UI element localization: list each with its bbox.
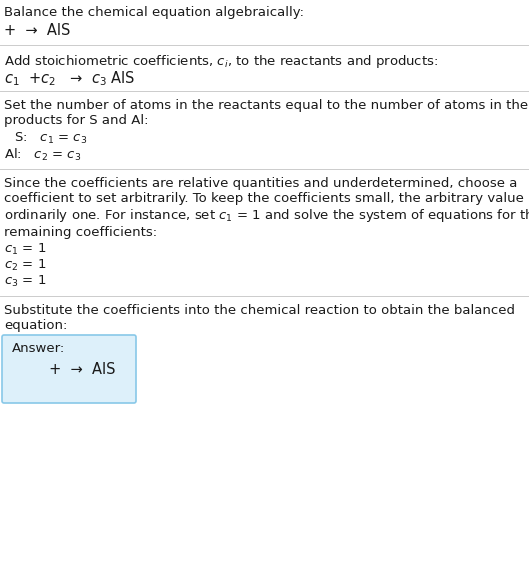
Text: $c_3$ = 1: $c_3$ = 1 <box>4 274 47 289</box>
Text: Al:   $c_2$ = $c_3$: Al: $c_2$ = $c_3$ <box>4 147 81 163</box>
FancyBboxPatch shape <box>2 335 136 403</box>
Text: Set the number of atoms in the reactants equal to the number of atoms in the
pro: Set the number of atoms in the reactants… <box>4 99 528 127</box>
Text: Substitute the coefficients into the chemical reaction to obtain the balanced
eq: Substitute the coefficients into the che… <box>4 304 515 332</box>
Text: Balance the chemical equation algebraically:: Balance the chemical equation algebraica… <box>4 6 304 19</box>
Text: Add stoichiometric coefficients, $c_i$, to the reactants and products:: Add stoichiometric coefficients, $c_i$, … <box>4 53 438 70</box>
Text: $c_1$ = 1: $c_1$ = 1 <box>4 242 47 257</box>
Text: Answer:: Answer: <box>12 342 65 355</box>
Text: +  →  AlS: + → AlS <box>26 362 115 377</box>
Text: +  →  AlS: + → AlS <box>4 23 70 38</box>
Text: S:   $c_1$ = $c_3$: S: $c_1$ = $c_3$ <box>10 131 87 146</box>
Text: $c_2$ = 1: $c_2$ = 1 <box>4 258 47 273</box>
Text: Since the coefficients are relative quantities and underdetermined, choose a
coe: Since the coefficients are relative quan… <box>4 177 529 239</box>
Text: $c_1$  +$c_2$   →  $c_3$ AlS: $c_1$ +$c_2$ → $c_3$ AlS <box>4 69 135 88</box>
